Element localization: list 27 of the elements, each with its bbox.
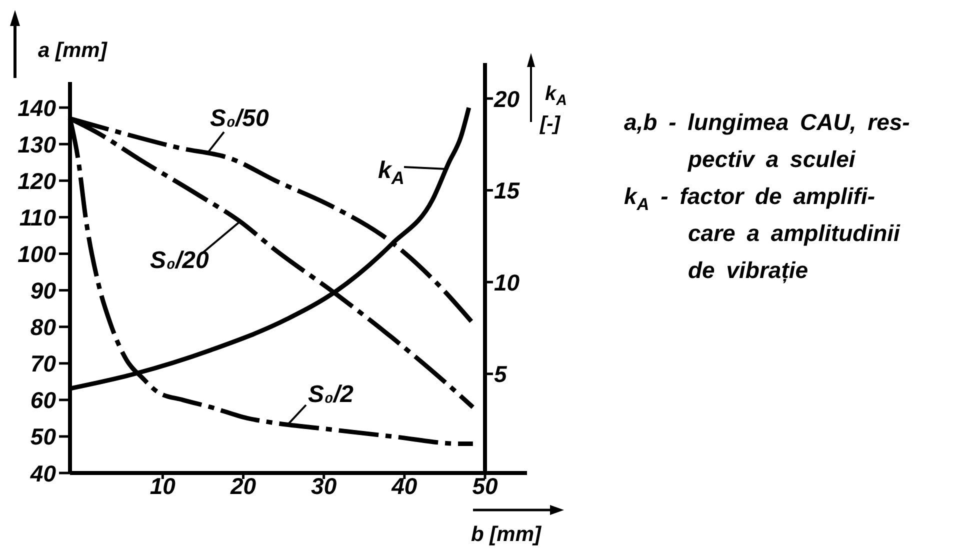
y-tick-label: 50	[30, 424, 56, 450]
y-tick-label: 100	[18, 241, 56, 268]
series-label: S₀/20	[150, 247, 210, 274]
y-tick-label: 110	[19, 204, 56, 230]
y-tick-label: 60	[30, 387, 56, 414]
y2-tick-label: 10	[494, 269, 520, 296]
y-tick-label: 70	[30, 350, 56, 377]
y-tick-label: 130	[18, 131, 56, 158]
x-tick-label: 20	[229, 473, 256, 499]
text: k$_{A}$ - factor de amplifi- care a amplitudinii de vibrație	[624, 183, 901, 284]
series-label: S₀/50	[210, 105, 270, 132]
y-tick-label: 90	[30, 278, 56, 304]
x-tick-label: 10	[150, 473, 176, 499]
legend-label: k$_{A}$	[378, 157, 404, 188]
x-tick-label: 50	[472, 473, 498, 499]
x-tick-label: 40	[390, 473, 418, 499]
y2-tick-label: 20	[493, 86, 520, 112]
y-tick-label: 140	[18, 94, 56, 121]
y-tick-label: 120	[18, 168, 56, 194]
y2-tick-label: 15	[494, 178, 521, 204]
x-tick-label: 30	[311, 473, 337, 499]
x-axis-title: b [mm]	[471, 523, 542, 546]
y-tick-label: 80	[30, 314, 56, 340]
y-axis-title: a [mm]	[38, 39, 108, 62]
series-label: S₀/2	[308, 381, 354, 408]
y2-axis-title: k$_{A}$ [-]	[539, 83, 567, 135]
y2-tick-label: 5	[494, 361, 508, 388]
